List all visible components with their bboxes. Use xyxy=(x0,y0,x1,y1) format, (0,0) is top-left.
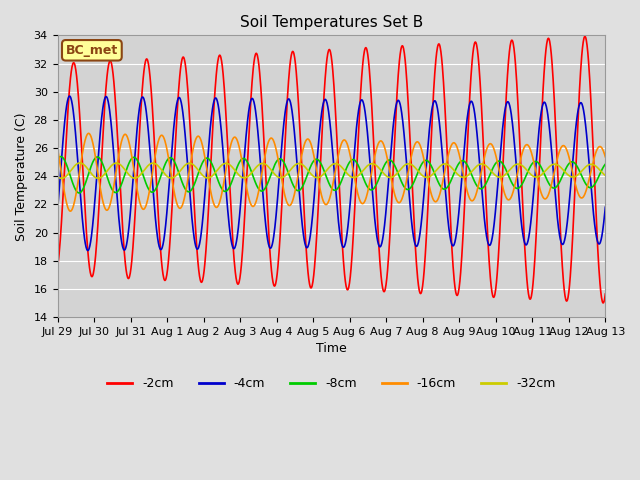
Line: -4cm: -4cm xyxy=(58,96,605,251)
-8cm xyxy=(537,164,545,170)
-2cm xyxy=(488,289,496,295)
-4cm xyxy=(163,211,171,216)
-2cm xyxy=(54,265,61,271)
-2cm xyxy=(602,291,609,297)
Text: BC_met: BC_met xyxy=(66,44,118,57)
-16cm xyxy=(237,155,245,161)
X-axis label: Time: Time xyxy=(316,342,347,356)
Y-axis label: Soil Temperature (C): Soil Temperature (C) xyxy=(15,112,28,240)
-8cm xyxy=(76,190,83,196)
-16cm xyxy=(489,143,497,149)
-2cm xyxy=(536,144,544,150)
-2cm xyxy=(599,300,607,306)
-16cm xyxy=(417,145,425,151)
-32cm xyxy=(76,160,84,166)
Line: -16cm: -16cm xyxy=(58,133,605,211)
Line: -8cm: -8cm xyxy=(58,156,605,193)
-4cm xyxy=(84,248,92,253)
-16cm xyxy=(54,145,61,151)
-2cm xyxy=(162,276,170,281)
-16cm xyxy=(163,146,171,152)
-8cm xyxy=(237,156,245,162)
-32cm xyxy=(489,170,497,176)
-16cm xyxy=(602,154,609,160)
-8cm xyxy=(176,174,184,180)
-8cm xyxy=(417,162,425,168)
-16cm xyxy=(85,131,93,136)
-8cm xyxy=(489,166,497,171)
-16cm xyxy=(537,190,545,195)
-32cm xyxy=(163,173,171,179)
-32cm xyxy=(176,168,184,174)
-2cm xyxy=(417,290,424,296)
-8cm xyxy=(602,161,609,167)
-32cm xyxy=(602,172,609,178)
Legend: -2cm, -4cm, -8cm, -16cm, -32cm: -2cm, -4cm, -8cm, -16cm, -32cm xyxy=(102,372,561,396)
-32cm xyxy=(54,174,61,180)
Title: Soil Temperatures Set B: Soil Temperatures Set B xyxy=(240,15,423,30)
-4cm xyxy=(176,96,184,101)
-32cm xyxy=(417,171,425,177)
-8cm xyxy=(163,158,171,164)
Line: -2cm: -2cm xyxy=(58,36,605,303)
-16cm xyxy=(176,205,184,211)
-4cm xyxy=(537,111,545,117)
-16cm xyxy=(67,208,74,214)
-4cm xyxy=(417,222,425,228)
-4cm xyxy=(66,93,74,99)
Line: -32cm: -32cm xyxy=(58,163,605,179)
-2cm xyxy=(175,78,183,84)
-2cm xyxy=(581,34,589,39)
-4cm xyxy=(237,192,245,197)
-32cm xyxy=(537,172,545,178)
-32cm xyxy=(237,174,245,180)
-8cm xyxy=(57,154,65,159)
-4cm xyxy=(489,232,497,238)
-8cm xyxy=(54,156,61,162)
-4cm xyxy=(54,208,61,214)
-32cm xyxy=(58,176,65,181)
-4cm xyxy=(602,204,609,210)
-2cm xyxy=(237,270,244,276)
